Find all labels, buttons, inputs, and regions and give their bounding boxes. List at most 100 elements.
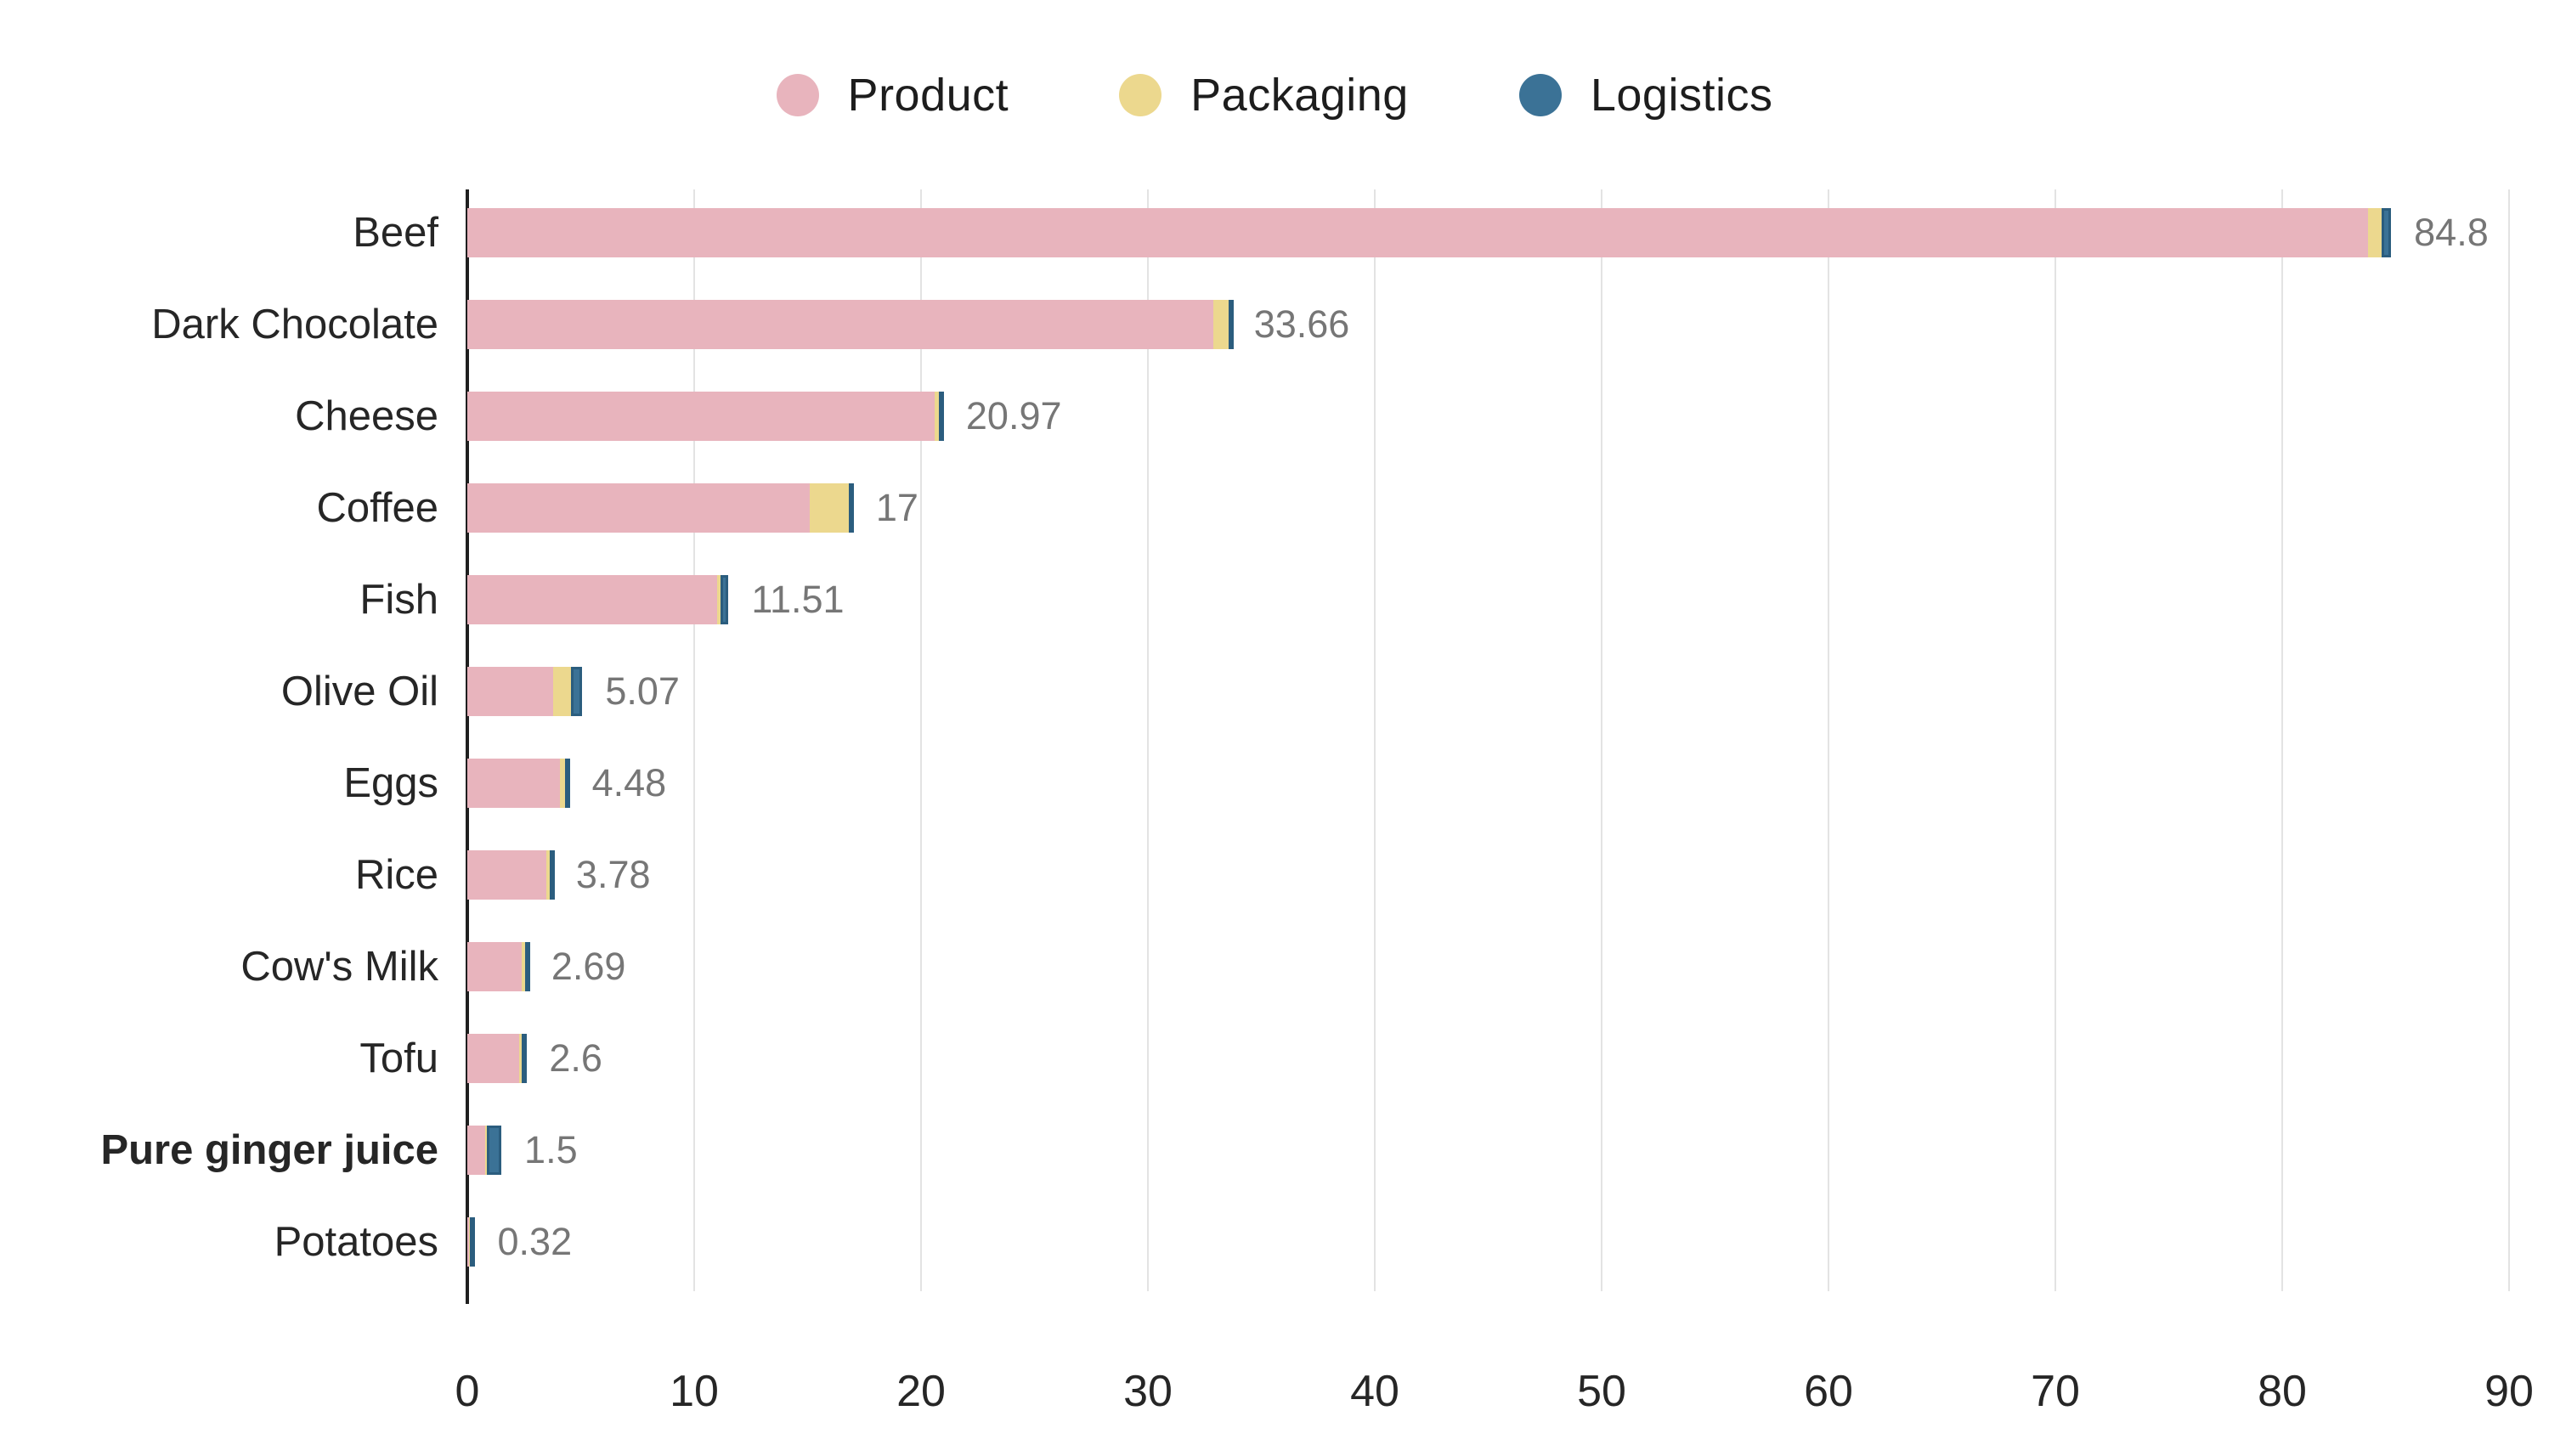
gridline-40 [1374,189,1376,1291]
gridline-30 [1147,189,1149,1291]
bar-segment-product [467,300,1214,349]
bar-segment-packaging [1213,300,1229,349]
value-label: 2.6 [549,1036,602,1080]
bar-segment-packaging [468,1217,470,1267]
logistics-legend-dot-icon [1518,74,1562,116]
value-label: 5.07 [605,669,680,713]
category-label: Coffee [316,485,438,531]
bar-segment-logistics [571,667,583,716]
category-labels: Beef Dark Chocolate Cheese Coffee Fish Olive … [0,189,438,1291]
category-label: Rice [354,852,438,898]
bar-segment-logistics [1229,300,1235,349]
bar-segment-packaging [810,483,849,533]
bar-segment-product [467,483,811,533]
bar-segment-logistics [939,392,945,441]
bar-row [467,1126,502,1175]
bar-segment-product [467,759,561,808]
value-label: 2.69 [551,945,626,988]
category-label: Eggs [343,760,438,806]
bar-segment-product [467,392,935,441]
value-label: 33.66 [1253,302,1350,346]
legend: Product Packaging Logistics [0,61,2549,129]
gridline-90 [2508,189,2510,1291]
category-label: Fish [359,577,438,623]
x-tick-label: 30 [1123,1367,1173,1416]
legend-item-packaging[interactable]: Packaging [1119,69,1409,121]
bar-row [467,850,555,900]
bar-segment-packaging [485,1126,487,1175]
bar-segment-packaging [2368,208,2382,257]
bar-segment-logistics [522,1034,528,1083]
bar-segment-packaging [935,392,940,441]
x-tick-label: 40 [1350,1367,1399,1416]
value-label: 20.97 [965,394,1062,437]
legend-item-product[interactable]: Product [776,69,1009,121]
bar-row [467,1217,475,1267]
category-label: Beef [353,210,438,256]
gridline-10 [693,189,695,1291]
legend-label: Logistics [1590,70,1773,121]
x-tick-label: 50 [1577,1367,1626,1416]
bar-segment-logistics [848,483,854,533]
bar-segment-logistics [721,575,729,624]
category-label: Cheese [295,393,438,439]
bar-segment-logistics [469,1217,475,1267]
x-axis: 0 10 20 30 40 50 60 70 80 90 [455,1366,2534,1425]
gridline-70 [2054,189,2056,1291]
bar-segment-product [467,575,717,624]
category-label: Potatoes [274,1219,438,1265]
x-tick-label: 70 [2031,1367,2080,1416]
bar-segment-logistics [565,759,571,808]
x-tick-label: 80 [2258,1367,2307,1416]
packaging-legend-dot-icon [1119,74,1162,116]
bar-segment-packaging [546,850,550,900]
bar-row [467,483,854,533]
bar-row [467,942,530,991]
bar-segment-packaging [522,942,525,991]
x-tick-label: 90 [2484,1367,2534,1416]
value-label: 84.8 [2414,211,2489,254]
bar-segment-logistics [2382,208,2392,257]
bar-row [467,300,1235,349]
value-label: 4.48 [591,761,667,804]
plot-area: 84.8 33.66 20.97 17 11.51 5.07 4.48 3.78 2.69 2.6… [467,189,2510,1291]
bar-row [467,392,945,441]
x-tick-label: 20 [896,1367,946,1416]
legend-label: Product [847,70,1009,121]
bar-segment-product [467,208,2369,257]
legend-label: Packaging [1190,70,1409,121]
value-label: 11.51 [751,578,845,621]
category-label: Pure ginger juice [100,1127,438,1173]
bar-row [467,208,2392,257]
product-legend-dot-icon [776,74,819,116]
legend-item-logistics[interactable]: Logistics [1518,69,1773,121]
x-tick-label: 10 [670,1367,719,1416]
category-label: Cow's Milk [240,944,438,990]
bar-row [467,1034,528,1083]
y-axis-line [466,189,469,1304]
bar-row [467,575,729,624]
value-label: 0.32 [497,1220,573,1263]
bar-segment-packaging [716,575,721,624]
bar-segment-product [467,667,554,716]
bar-segment-logistics [549,850,555,900]
x-tick-label: 0 [455,1367,480,1416]
value-label: 3.78 [575,853,651,896]
bar-segment-product [467,1126,486,1175]
bar-segment-product [467,850,547,900]
bar-row [467,667,583,716]
bar-segment-product [467,1217,469,1267]
gridline-20 [920,189,922,1291]
bar-segment-packaging [519,1034,523,1083]
category-label: Olive Oil [280,669,438,714]
value-label: 1.5 [524,1128,578,1171]
bar-segment-packaging [560,759,566,808]
category-label: Dark Chocolate [151,302,438,347]
bar-segment-packaging [553,667,572,716]
gridline-50 [1601,189,1602,1291]
value-label: 17 [875,486,918,529]
bar-segment-logistics [486,1126,502,1175]
bar-segment-logistics [524,942,530,991]
bar-segment-product [467,1034,520,1083]
